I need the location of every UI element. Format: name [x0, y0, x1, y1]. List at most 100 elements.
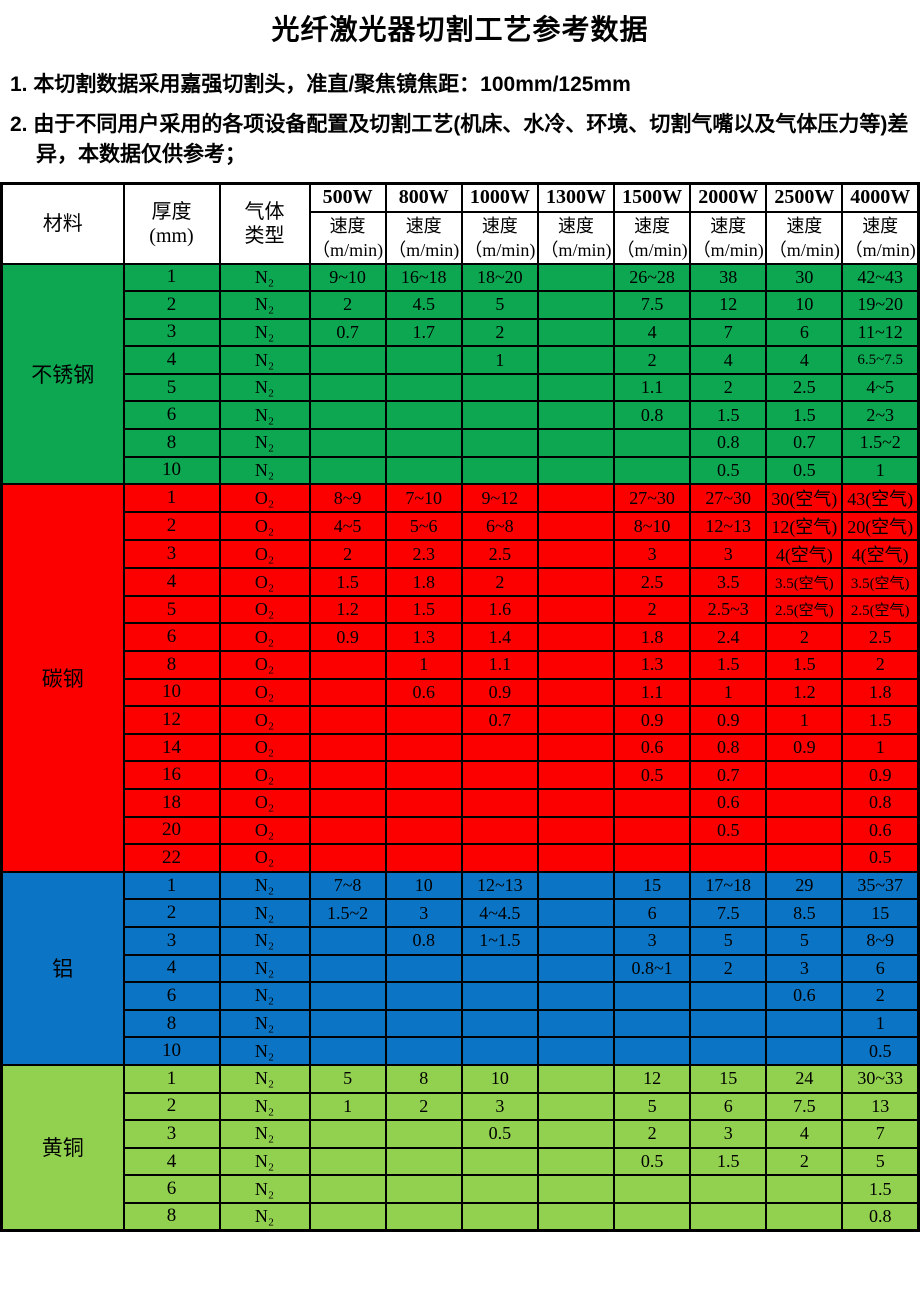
- speed-cell: 1: [689, 677, 768, 708]
- speed-cell: [765, 1201, 844, 1232]
- power-column-header: 500W: [308, 182, 387, 213]
- data-row: 4 N₂ 0.5 1.5 2 5: [2, 1146, 920, 1177]
- speed-cell: 5: [689, 925, 768, 956]
- speed-cell: 2: [765, 1146, 844, 1177]
- speed-cell: 0.6: [765, 981, 844, 1011]
- gas-type-cell: N₂: [218, 428, 311, 458]
- speed-unit-header: 速度 （m/min): [460, 210, 539, 265]
- speed-cell: [460, 760, 539, 790]
- speed-cell: [460, 1008, 539, 1039]
- speed-cell: [460, 1146, 539, 1177]
- speed-cell: 6: [689, 1091, 768, 1122]
- speed-cell: 1.2: [765, 677, 844, 708]
- thickness-cell: 10: [122, 1036, 221, 1066]
- speed-cell: 20(空气): [841, 511, 920, 542]
- gas-type-cell: O₂: [218, 594, 311, 625]
- data-row: 20 O₂ 0.5 0.6: [2, 815, 920, 846]
- speed-cell: [612, 455, 692, 486]
- speed-unit-header: 速度 （m/min): [536, 210, 616, 265]
- speed-cell: [460, 788, 539, 818]
- speed-cell: 2.5(空气): [765, 594, 844, 625]
- thickness-cell: 1: [122, 262, 221, 293]
- speed-cell: 0.5: [460, 1119, 539, 1149]
- speed-cell: 2: [612, 1119, 692, 1149]
- thickness-cell: 6: [122, 981, 221, 1011]
- thickness-cell: 5: [122, 372, 221, 403]
- thickness-cell: 8: [122, 1201, 221, 1232]
- speed-cell: [536, 345, 616, 375]
- speed-cell: 4.5: [384, 290, 463, 320]
- data-row: 18 O₂ 0.6 0.8: [2, 788, 920, 818]
- speed-cell: 0.5: [612, 760, 692, 790]
- thickness-cell: 6: [122, 622, 221, 653]
- speed-cell: 3.5(空气): [765, 567, 844, 597]
- speed-cell: 30: [765, 262, 844, 293]
- speed-unit-header: 速度 （m/min): [841, 210, 920, 265]
- speed-cell: 13: [841, 1091, 920, 1122]
- speed-cell: 2.4: [689, 622, 768, 653]
- speed-cell: 6: [841, 953, 920, 984]
- data-row: 8 N₂ 1: [2, 1008, 920, 1039]
- speed-cell: [536, 788, 616, 818]
- speed-cell: [308, 1119, 387, 1149]
- speed-cell: [308, 1146, 387, 1177]
- speed-cell: [536, 732, 616, 763]
- data-row: 6 O₂ 0.9 1.3 1.4 1.8 2.4 2 2.5: [2, 622, 920, 653]
- speed-cell: 7~8: [308, 870, 387, 901]
- speed-cell: [536, 843, 616, 873]
- gas-type-cell: O₂: [218, 539, 311, 570]
- gas-type-cell: N₂: [218, 1008, 311, 1039]
- speed-cell: [460, 1036, 539, 1066]
- speed-cell: [460, 372, 539, 403]
- speed-cell: 4~5: [308, 511, 387, 542]
- speed-cell: 1.5: [384, 594, 463, 625]
- speed-cell: 2.5(空气): [841, 594, 920, 625]
- data-row: 不锈钢 1 N₂ 9~10 16~18 18~20 26~28 38 30 42~43: [0, 262, 920, 486]
- speed-cell: 2.5: [460, 539, 539, 570]
- thickness-cell: 2: [122, 1091, 221, 1122]
- speed-cell: [536, 622, 616, 653]
- data-row: 4 N₂ 1 2 4 4 6.5~7.5: [2, 345, 920, 375]
- data-row: 2 O₂ 4~5 5~6 6~8 8~10 12~13 12(空气) 20(空气): [2, 511, 920, 542]
- speed-cell: 12: [612, 1063, 692, 1094]
- material-label: 不锈钢: [0, 262, 125, 486]
- thickness-cell: 1: [122, 870, 221, 901]
- data-row: 8 O₂ 1 1.1 1.3 1.5 1.5 2: [2, 650, 920, 680]
- speed-cell: 10: [460, 1063, 539, 1094]
- speed-cell: 7.5: [765, 1091, 844, 1122]
- speed-cell: [460, 981, 539, 1011]
- speed-cell: 2.3: [384, 539, 463, 570]
- gas-type-cell: O₂: [218, 483, 311, 514]
- gas-type-cell: O₂: [218, 677, 311, 708]
- thickness-cell: 3: [122, 925, 221, 956]
- speed-cell: [308, 760, 387, 790]
- speed-cell: [384, 1008, 463, 1039]
- speed-cell: 29: [765, 870, 844, 901]
- speed-cell: 15: [612, 870, 692, 901]
- speed-cell: 1.3: [384, 622, 463, 653]
- header-thickness-line2: (mm): [149, 224, 194, 247]
- data-row: 6 N₂ 0.6 2: [2, 981, 920, 1011]
- speed-cell: 0.8: [689, 732, 768, 763]
- speed-cell: [765, 1036, 844, 1066]
- power-column-header: 1500W: [612, 182, 692, 213]
- speed-cell: 12~13: [689, 511, 768, 542]
- speed-cell: [612, 1201, 692, 1232]
- speed-cell: 2: [460, 567, 539, 597]
- speed-cell: 1.5: [765, 650, 844, 680]
- speed-cell: 0.8: [689, 428, 768, 458]
- speed-cell: 4: [765, 345, 844, 375]
- speed-cell: 0.7: [460, 705, 539, 735]
- thickness-cell: 2: [122, 511, 221, 542]
- speed-cell: [765, 843, 844, 873]
- speed-cell: 1.8: [612, 622, 692, 653]
- speed-cell: [689, 981, 768, 1011]
- speed-cell: [536, 455, 616, 486]
- page-title: 光纤激光器切割工艺参考数据: [271, 14, 649, 45]
- data-row: 2 N₂ 1.5~2 3 4~4.5 6 7.5 8.5 15: [2, 898, 920, 928]
- speed-cell: [536, 511, 616, 542]
- speed-cell: [612, 1008, 692, 1039]
- speed-cell: [536, 400, 616, 431]
- speed-cell: [460, 815, 539, 846]
- speed-cell: 8~10: [612, 511, 692, 542]
